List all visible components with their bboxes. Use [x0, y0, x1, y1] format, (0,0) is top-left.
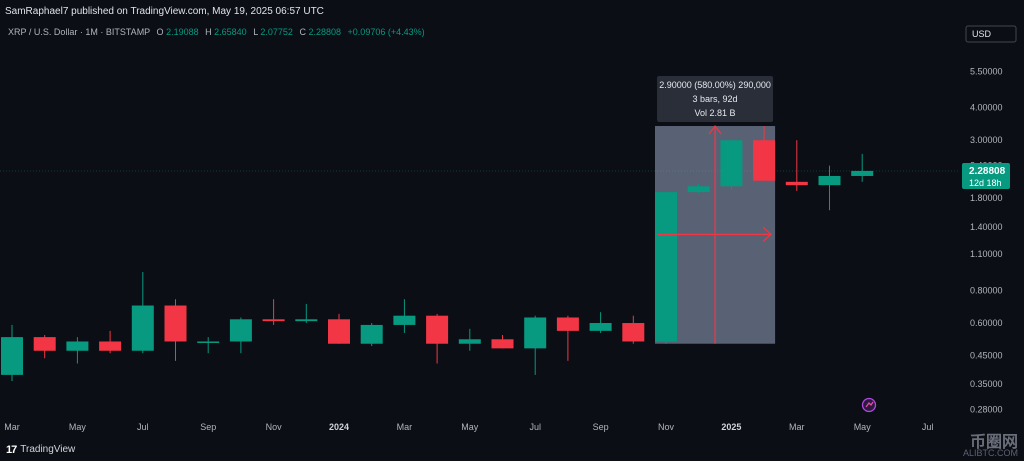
- candle-body[interactable]: [131, 305, 154, 351]
- low-label: L: [253, 27, 258, 37]
- candles-layer: [1, 126, 874, 382]
- measure-label-bars: 3 bars, 92d: [693, 94, 738, 104]
- time-axis-label: Jul: [137, 422, 149, 432]
- measure-vertical-arrowhead: [708, 125, 722, 135]
- candle-body[interactable]: [426, 315, 449, 344]
- candle-body[interactable]: [328, 319, 350, 344]
- candle-body[interactable]: [262, 319, 285, 322]
- open-value: 2.19088: [166, 27, 199, 37]
- time-axis-label: Jul: [529, 422, 541, 432]
- candle-body[interactable]: [229, 319, 252, 342]
- candle-body[interactable]: [360, 324, 383, 344]
- watermark: 币圈网 ALIBTC.COM: [962, 434, 1018, 459]
- time-axis-label: Mar: [4, 422, 20, 432]
- time-axis-label: May: [854, 422, 872, 432]
- price-axis-label: 3.00000: [970, 135, 1003, 145]
- close-label: C: [299, 27, 306, 37]
- candle-body[interactable]: [197, 341, 220, 343]
- measure-label-box: [657, 76, 774, 123]
- candle-body[interactable]: [720, 140, 743, 187]
- candle-body[interactable]: [458, 339, 481, 344]
- price-axis-label: 0.80000: [970, 285, 1003, 295]
- watermark-domain: ALIBTC.COM: [962, 448, 1018, 458]
- candle-body[interactable]: [785, 181, 808, 186]
- price-axis-label: 0.45000: [970, 351, 1003, 361]
- time-axis[interactable]: Mar May Jul Sep Nov 2024 Mar May Jul Sep Nov 2025 Ma…: [4, 422, 933, 432]
- last-price-badge: 2.28808 12d 18h: [962, 162, 1010, 189]
- candle-body[interactable]: [393, 315, 416, 325]
- time-axis-label: Sep: [200, 422, 216, 432]
- measure-overlay: 2.90000 (580.00%) 290,000 3 bars, 92d Vo…: [657, 76, 774, 344]
- close-value: 2.28808: [308, 27, 341, 37]
- tradingview-logo-icon: 17: [6, 444, 17, 456]
- candle-body[interactable]: [851, 170, 874, 176]
- time-axis-label: May: [461, 422, 479, 432]
- time-axis-label: May: [69, 422, 87, 432]
- brand-label[interactable]: TradingView: [20, 444, 76, 455]
- last-price-badge-bg: [962, 162, 1010, 189]
- time-axis-label: Jul: [922, 422, 934, 432]
- candle-body[interactable]: [556, 317, 579, 331]
- event-flag-icon[interactable]: [861, 397, 877, 413]
- candle-body[interactable]: [753, 140, 776, 181]
- last-price-value: 2.28808: [969, 166, 1006, 177]
- candle-body[interactable]: [655, 192, 677, 342]
- time-axis-label: Mar: [789, 422, 805, 432]
- time-axis-label: Sep: [593, 422, 609, 432]
- price-axis-label: 1.80000: [970, 193, 1003, 203]
- measure-label-volume: Vol 2.81 B: [695, 108, 736, 118]
- currency-button[interactable]: [965, 25, 1017, 43]
- candle-body[interactable]: [33, 337, 56, 351]
- candle-body[interactable]: [622, 323, 645, 342]
- candle-body[interactable]: [164, 305, 187, 342]
- candle-body[interactable]: [99, 341, 122, 351]
- time-axis-label: 2025: [721, 422, 741, 432]
- high-label: H: [205, 27, 212, 37]
- symbol-info: XRP / U.S. Dollar · 1M · BITSTAMP O 2.19…: [8, 27, 425, 37]
- candle-body[interactable]: [1, 337, 23, 375]
- time-axis-label: Nov: [266, 422, 283, 432]
- price-axis-label: 5.50000: [970, 66, 1003, 76]
- time-axis-label: 2024: [329, 422, 349, 432]
- candle-body[interactable]: [295, 319, 318, 322]
- watermark-text: 币圈网: [969, 434, 1018, 451]
- candle-body[interactable]: [491, 339, 514, 349]
- publish-info: SamRaphael7 published on TradingView.com…: [5, 6, 324, 17]
- measure-label-change: 2.90000 (580.00%) 290,000: [659, 80, 771, 90]
- candle-body[interactable]: [589, 323, 612, 331]
- time-axis-label: Mar: [397, 422, 413, 432]
- price-axis-label: 4.00000: [970, 103, 1003, 113]
- currency-label: USD: [972, 29, 992, 39]
- candle-body[interactable]: [66, 341, 89, 351]
- candle-body[interactable]: [524, 317, 547, 349]
- time-axis-label: Nov: [658, 422, 675, 432]
- candle-body[interactable]: [687, 186, 710, 193]
- high-value: 2.65840: [214, 27, 247, 37]
- footer: 17 TradingView: [0, 439, 1024, 461]
- price-axis-label: 0.60000: [970, 318, 1003, 328]
- price-axis-label: 0.35000: [970, 379, 1003, 389]
- price-axis-label: 0.28000: [970, 405, 1003, 415]
- open-label: O: [157, 27, 164, 37]
- price-axis-label: 1.10000: [970, 249, 1003, 259]
- change-value: +0.09706 (+4.43%): [348, 27, 425, 37]
- last-price-countdown: 12d 18h: [969, 178, 1002, 188]
- candle-body[interactable]: [818, 175, 841, 186]
- measure-horizontal-arrowhead: [762, 226, 773, 242]
- symbol-name: XRP / U.S. Dollar · 1M · BITSTAMP: [8, 27, 150, 37]
- low-value: 2.07752: [260, 27, 293, 37]
- price-axis-label: 1.40000: [970, 222, 1003, 232]
